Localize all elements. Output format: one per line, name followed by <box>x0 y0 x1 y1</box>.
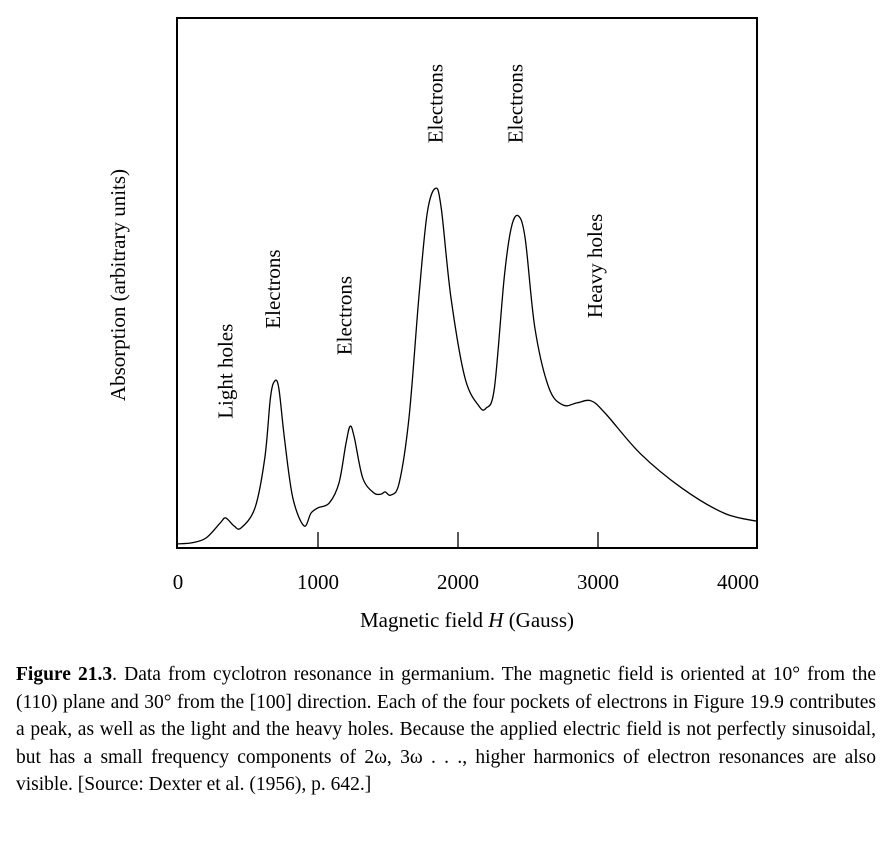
figure-caption: Figure 21.3. Data from cyclotron resonan… <box>16 661 876 799</box>
y-axis-label: Absorption (arbitrary units) <box>106 169 130 401</box>
peak-annotation: Electrons <box>503 64 527 143</box>
x-tick-label: 2000 <box>437 570 479 594</box>
peak-annotation: Heavy holes <box>583 214 607 318</box>
absorption-curve <box>177 187 757 545</box>
peak-annotation: Electrons <box>424 64 448 143</box>
peak-annotation: Light holes <box>214 324 238 419</box>
peak-annotation: Electrons <box>333 276 357 355</box>
caption-text: . Data from cyclotron resonance in germa… <box>16 664 876 795</box>
plot-frame <box>176 17 758 549</box>
x-tick-label: 0 <box>173 570 184 594</box>
x-tick-label: 3000 <box>577 570 619 594</box>
x-tick-label: 4000 <box>717 570 759 594</box>
cyclotron-resonance-chart: 0 1000 2000 3000 4000 Light holes Electrons El… <box>106 17 759 632</box>
x-axis-label: Magnetic field H (Gauss) <box>360 608 574 632</box>
figure-label: Figure 21.3 <box>16 664 113 685</box>
peak-annotation: Electrons <box>261 249 285 328</box>
x-tick-label: 1000 <box>297 570 339 594</box>
